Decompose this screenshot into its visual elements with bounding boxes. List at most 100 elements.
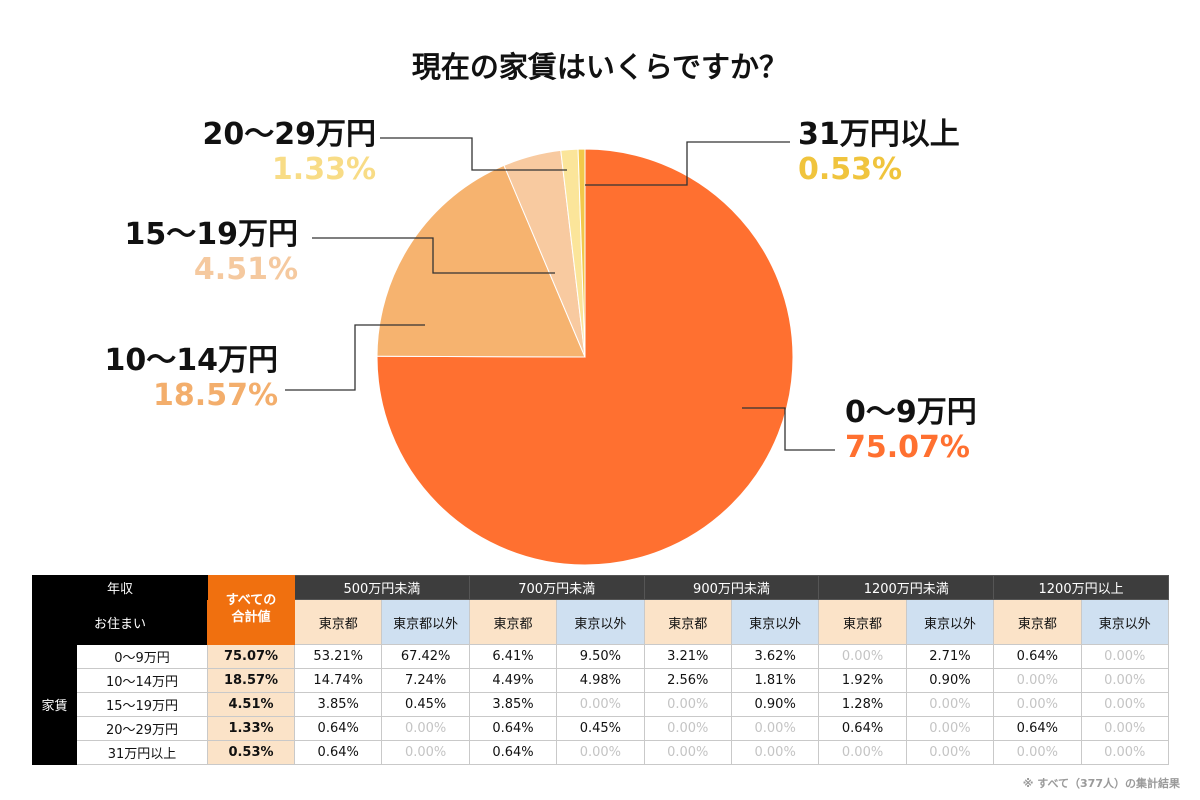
table-cell: 0.90% (905, 668, 995, 693)
slice-label-3: 20〜29万円 1.33% (203, 117, 377, 188)
table-cell: 0.64% (294, 740, 383, 765)
row-total: 4.51% (207, 692, 296, 717)
slice-name: 31万円以上 (798, 117, 960, 152)
breakdown-table: 年収 すべての 合計値 500万円未満 700万円未満 900万円未満 1200万円未満 12… (31, 575, 1170, 765)
leader-line-1 (285, 324, 425, 391)
table-cell: 3.21% (643, 644, 732, 669)
subheader-tokyo-4: 東京都 (993, 599, 1082, 645)
leader-line-0 (742, 407, 835, 451)
table-cell: 0.00% (1080, 716, 1170, 741)
table-cell: 0.00% (643, 692, 732, 717)
table-cell: 0.00% (381, 716, 470, 741)
row-label: 15〜19万円 (75, 692, 209, 717)
table-cell: 0.64% (993, 644, 1082, 669)
row-group-rent: 家賃 (32, 644, 77, 765)
table-cell: 0.45% (381, 692, 470, 717)
table-cell: 0.00% (556, 692, 645, 717)
table-row: 15〜19万円 4.51% 3.85% 0.45% 3.85% 0.00% 0.00% 0.9… (33, 692, 1170, 717)
header-total: すべての 合計値 (207, 575, 296, 645)
row-total: 18.57% (207, 668, 296, 693)
slice-percent: 75.07% (845, 430, 970, 466)
table-cell: 0.45% (556, 716, 645, 741)
table-row: 家賃 0〜9万円 75.07% 53.21% 67.42% 6.41% 9.50% 3.21%… (32, 644, 1170, 765)
subheader-tokyo-2: 東京都 (643, 599, 732, 645)
subheader-other-4: 東京以外 (1080, 599, 1170, 645)
slice-label-2: 15〜19万円 4.51% (125, 217, 299, 288)
row-total: 1.33% (207, 716, 296, 741)
table-cell: 3.85% (294, 692, 383, 717)
subheader-tokyo-3: 東京都 (818, 599, 907, 645)
table-cell: 0.00% (993, 740, 1082, 765)
table-cell: 0.64% (818, 716, 907, 741)
header-group-4: 1200万円以上 (993, 575, 1169, 600)
pie-slice-1 (376, 164, 586, 358)
header-income: 年収 (31, 575, 209, 600)
table-cell: 0.64% (468, 740, 558, 765)
table-cell: 0.00% (905, 740, 995, 765)
leader-line-4 (585, 141, 790, 186)
table-cell: 6.41% (468, 644, 558, 669)
subheader-tokyo-0: 東京都 (294, 599, 383, 645)
table-cell: 0.00% (993, 692, 1082, 717)
pie-chart (285, 137, 835, 566)
table-cell: 14.74% (294, 668, 383, 693)
table-cell: 0.00% (643, 716, 732, 741)
table-cell: 0.64% (294, 716, 383, 741)
table-cell: 9.50% (556, 644, 645, 669)
table-cell: 0.00% (905, 716, 995, 741)
leader-line-3 (380, 137, 567, 171)
header-group-3: 1200万円未満 (818, 575, 995, 600)
table-cell: 0.00% (993, 668, 1082, 693)
table-cell: 0.00% (1080, 668, 1170, 693)
table-cell: 67.42% (381, 644, 470, 669)
slice-percent: 1.33% (271, 152, 376, 188)
slice-name: 15〜19万円 (124, 217, 299, 252)
pie-slice-4 (577, 148, 586, 358)
table-cell: 0.00% (643, 740, 732, 765)
slice-percent: 0.53% (798, 152, 903, 188)
header-group-0: 500万円未満 (294, 575, 470, 600)
subheader-other-1: 東京以外 (556, 599, 645, 645)
table-cell: 0.00% (556, 740, 645, 765)
table-row: 31万円以上 0.53% 0.64% 0.00% 0.64% 0.00% 0.00% 0.00… (33, 740, 1170, 765)
chart-title: 現在の家賃はいくらですか？ (411, 50, 789, 84)
table-cell: 0.00% (730, 716, 820, 741)
table-cell: 0.00% (905, 692, 995, 717)
table-cell: 0.00% (818, 644, 907, 669)
header-group-1: 700万円未満 (468, 575, 645, 600)
row-total: 0.53% (207, 740, 296, 765)
row-label: 20〜29万円 (75, 716, 209, 741)
table-cell: 0.00% (730, 740, 820, 765)
table-cell: 3.62% (730, 644, 820, 669)
table-row: 20〜29万円 1.33% 0.64% 0.00% 0.64% 0.45% 0.00% 0.0… (33, 716, 1170, 741)
subheader-tokyo-1: 東京都 (468, 599, 558, 645)
table-cell: 0.00% (1080, 692, 1170, 717)
subheader-other-3: 東京以外 (905, 599, 995, 645)
table-cell: 7.24% (381, 668, 470, 693)
table-cell: 4.98% (556, 668, 645, 693)
slice-percent: 18.57% (153, 378, 278, 414)
header-group-2: 900万円未満 (643, 575, 820, 600)
table-cell: 0.00% (381, 740, 470, 765)
footnote: ※ すべて（377人）の集計結果 (1022, 777, 1180, 790)
table-row: 10〜14万円 18.57% 14.74% 7.24% 4.49% 4.98% 2.56% 1… (33, 668, 1170, 693)
table-cell: 1.81% (730, 668, 820, 693)
table-cell: 0.64% (993, 716, 1082, 741)
pie-slice-0 (376, 148, 794, 566)
slice-name: 0〜9万円 (845, 395, 977, 430)
slice-percent: 4.51% (193, 252, 298, 288)
row-label: 31万円以上 (75, 740, 209, 765)
table-cell: 2.71% (905, 644, 995, 669)
table-cell: 0.64% (468, 716, 558, 741)
table-cell: 2.56% (643, 668, 732, 693)
slice-name: 20〜29万円 (202, 117, 377, 152)
slice-label-4: 31万円以上 0.53% (798, 117, 960, 188)
row-label: 10〜14万円 (75, 668, 209, 693)
table-cell: 1.28% (818, 692, 907, 717)
slice-label-1: 10〜14万円 18.57% (105, 343, 279, 414)
table-cell: 1.92% (818, 668, 907, 693)
leader-line-2 (312, 237, 555, 274)
table-cell: 0.90% (730, 692, 820, 717)
table-cell: 53.21% (294, 644, 383, 669)
header-residence: お住まい (31, 599, 209, 645)
